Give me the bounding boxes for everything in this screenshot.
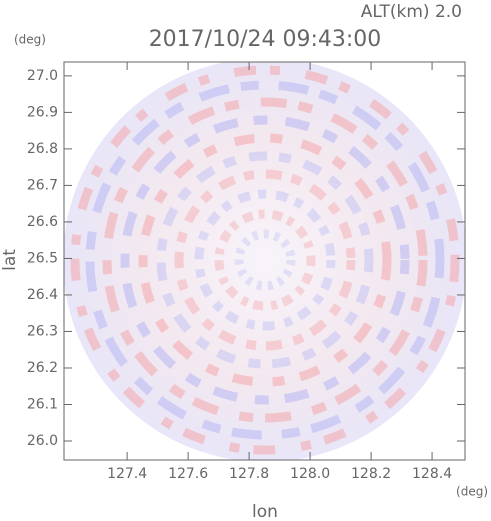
x-unit: (deg) (456, 485, 488, 499)
y-tick-label: 26.7 (27, 177, 58, 193)
x-tick-label: 127.8 (229, 466, 269, 482)
y-tick-label: 26.4 (27, 287, 58, 303)
y-unit: (deg) (14, 33, 46, 47)
plot-frame (63, 61, 466, 461)
x-tick-label: 128.0 (290, 466, 330, 482)
y-tick-label: 26.2 (27, 360, 58, 376)
x-tick-label: 127.6 (168, 466, 208, 482)
y-tick-label: 26.3 (27, 323, 58, 339)
y-axis-label: lat (0, 249, 20, 271)
y-tick-label: 26.8 (27, 141, 58, 157)
y-tick-label: 26.6 (27, 214, 58, 230)
chart-title: 2017/10/24 09:43:00 (149, 27, 382, 52)
x-axis-label: lon (252, 502, 278, 521)
y-tick-label: 26.5 (27, 250, 58, 266)
radar-field (64, 62, 465, 460)
y-tick-label: 26.0 (27, 433, 58, 449)
x-tick-label: 128.4 (412, 466, 452, 482)
axes: 127.4 127.6 127.8 128.0 128.2 128.4 26.0 26.1 26… (27, 62, 465, 482)
radar-rings (70, 65, 460, 455)
altitude-label: ALT(km) 2.0 (361, 2, 462, 22)
x-tick-label: 127.4 (107, 466, 147, 482)
y-tick-label: 26.9 (27, 104, 58, 120)
y-tick-label: 27.0 (27, 68, 58, 84)
y-tick-label: 26.1 (27, 396, 58, 412)
x-tick-label: 128.2 (351, 466, 391, 482)
